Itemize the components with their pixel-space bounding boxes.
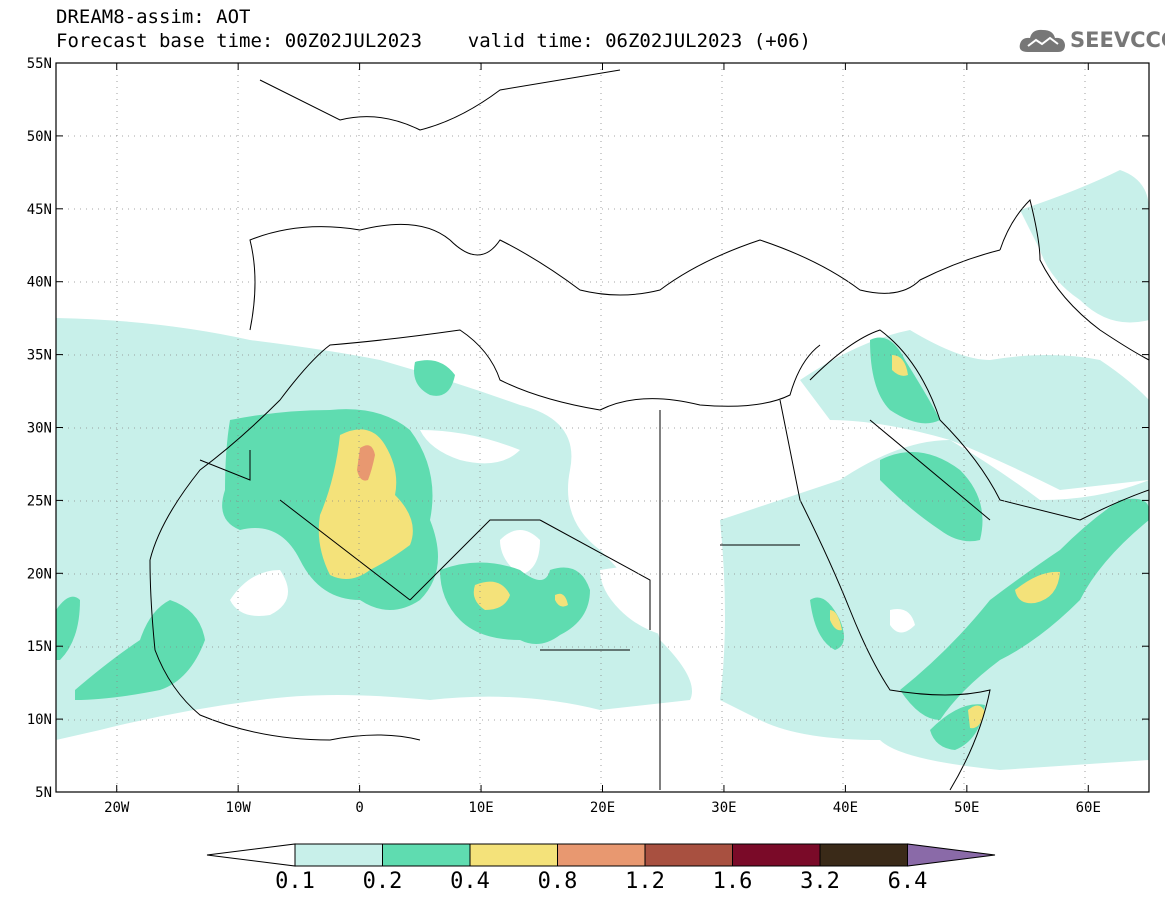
- lon-tick-label: 50E: [954, 800, 979, 816]
- lon-tick-label: 30E: [711, 800, 736, 816]
- colorbar-label: 0.2: [363, 869, 403, 894]
- coastlines: [149, 69, 1149, 791]
- colorbar-swatch: [382, 843, 471, 867]
- lat-tick-label: 10N: [27, 712, 52, 728]
- lat-tick-label: 35N: [27, 348, 52, 364]
- aot-field: [56, 170, 1149, 770]
- aot-level-0.4: [318, 355, 1060, 729]
- lat-tick-label: 20N: [27, 566, 52, 582]
- colorbar-swatch: [294, 843, 383, 867]
- colorbar-label: 0.4: [450, 869, 490, 894]
- lat-tick-label: 50N: [27, 129, 52, 145]
- colorbar-label: 0.8: [538, 869, 578, 894]
- lat-tick-label: 55N: [27, 56, 52, 72]
- seevccc-logo: SEEVCCC: [1018, 24, 1165, 58]
- cloud-icon: [1019, 29, 1065, 52]
- colorbar-label: 0.1: [275, 869, 315, 894]
- axis-ticks: 55N 50N 45N 40N 35N 30N 25N 20N 15N 10N 5N 20W 10W 0 1…: [27, 56, 1149, 816]
- chart-title-line1: DREAM8-assim: AOT: [56, 6, 251, 28]
- lon-tick-label: 20E: [590, 800, 615, 816]
- lon-tick-label: 60E: [1076, 800, 1101, 816]
- grid-lines: [56, 63, 1149, 792]
- colorbar-label: 6.4: [888, 869, 928, 894]
- lon-tick-label: 40E: [833, 800, 858, 816]
- lat-tick-label: 15N: [27, 639, 52, 655]
- lat-tick-label: 25N: [27, 493, 52, 509]
- colorbar-swatch: [732, 843, 821, 867]
- lon-tick-label: 10W: [226, 800, 252, 816]
- lon-tick-label: 20W: [104, 800, 130, 816]
- logo-text: SEEVCCC: [1070, 28, 1165, 52]
- aot-level-0.8: [357, 445, 375, 481]
- colorbar-arrow-low: [206, 843, 296, 867]
- lat-tick-label: 40N: [27, 275, 52, 291]
- colorbar-swatch: [644, 843, 733, 867]
- colorbar-label: 3.2: [800, 869, 840, 894]
- colorbar-label: 1.6: [713, 869, 753, 894]
- lat-tick-label: 45N: [27, 202, 52, 218]
- lon-tick-label: 0: [355, 800, 363, 816]
- lat-tick-label: 5N: [35, 785, 52, 801]
- colorbar-label: 1.2: [625, 869, 665, 894]
- chart-title-line2: Forecast base time: 00Z02JUL2023 valid t…: [56, 30, 811, 52]
- aot-level-0.1: [56, 170, 1149, 770]
- colorbar: 0.1 0.2 0.4 0.8 1.2 1.6 3.2 6.4: [206, 843, 996, 894]
- lat-tick-label: 30N: [27, 421, 52, 437]
- colorbar-swatch: [557, 843, 646, 867]
- colorbar-swatch: [469, 843, 558, 867]
- colorbar-swatch: [819, 843, 908, 867]
- colorbar-arrow-high: [907, 843, 996, 867]
- lon-tick-label: 10E: [468, 800, 493, 816]
